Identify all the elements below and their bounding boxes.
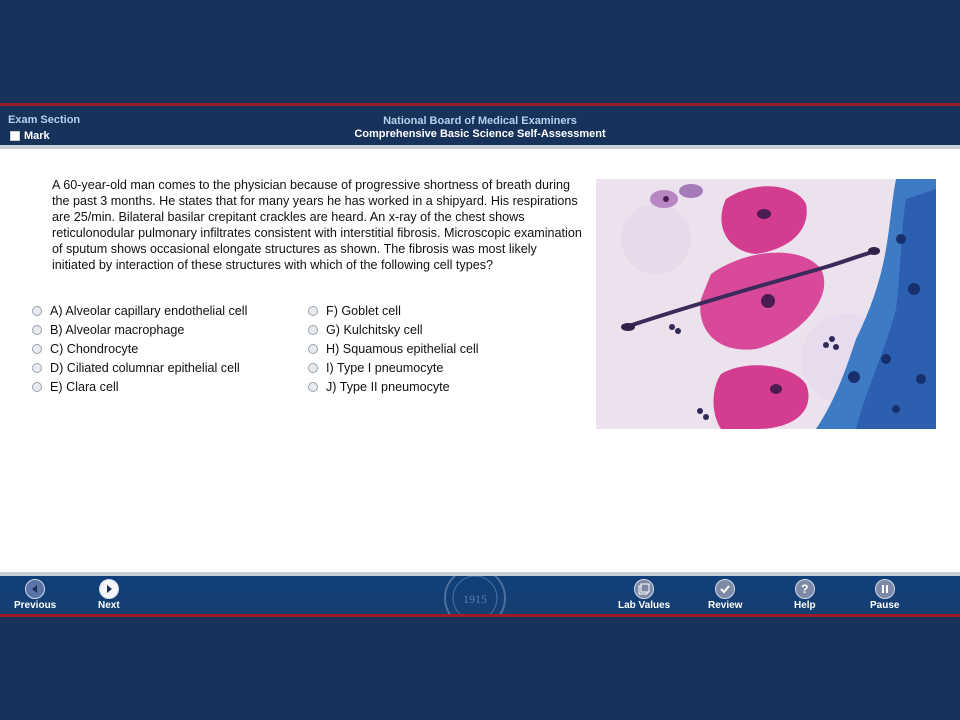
options-right: F) Goblet cell G) Kulchitsky cell H) Squ… — [308, 301, 479, 396]
answer-option-d[interactable]: D) Ciliated columnar epithelial cell — [32, 358, 247, 377]
answer-label: F) Goblet cell — [326, 303, 401, 318]
answer-option-e[interactable]: E) Clara cell — [32, 377, 247, 396]
lab-values-button[interactable]: Lab Values — [618, 579, 670, 611]
radio-button[interactable] — [308, 324, 318, 335]
review-label: Review — [708, 600, 743, 611]
micrograph-image — [596, 179, 936, 429]
answer-label: I) Type I pneumocyte — [326, 360, 444, 375]
answer-label: H) Squamous epithelial cell — [326, 341, 479, 356]
navigation-bar: 1915 Previous Next Lab Values Review ? H… — [0, 576, 960, 617]
mark-checkbox-box[interactable] — [10, 131, 20, 141]
radio-button[interactable] — [308, 362, 318, 373]
nbme-seal: 1915 — [444, 576, 506, 614]
exam-title-block: National Board of Medical Examiners Comp… — [0, 115, 960, 140]
radio-button[interactable] — [308, 305, 318, 316]
answer-option-a[interactable]: A) Alveolar capillary endothelial cell — [32, 301, 247, 320]
radio-button[interactable] — [308, 343, 318, 354]
pause-button[interactable]: Pause — [870, 579, 899, 611]
answer-label: D) Ciliated columnar epithelial cell — [50, 360, 240, 375]
help-icon[interactable]: ? — [794, 579, 815, 599]
answer-label: G) Kulchitsky cell — [326, 322, 423, 337]
previous-icon[interactable] — [25, 579, 46, 599]
mark-label: Mark — [24, 130, 50, 142]
answer-option-c[interactable]: C) Chondrocyte — [32, 339, 247, 358]
radio-button[interactable] — [32, 343, 42, 354]
sputum-micrograph — [596, 179, 936, 429]
radio-button[interactable] — [32, 362, 42, 373]
lab-values-label: Lab Values — [618, 600, 671, 611]
previous-button[interactable]: Previous — [14, 579, 56, 611]
question-panel: A 60-year-old man comes to the physician… — [0, 149, 960, 572]
lab-values-icon[interactable] — [634, 579, 655, 599]
previous-label: Previous — [14, 600, 57, 611]
answer-option-j[interactable]: J) Type II pneumocyte — [308, 377, 479, 396]
seal-year: 1915 — [463, 592, 487, 606]
footer-divider — [0, 572, 960, 576]
answer-label: B) Alveolar macrophage — [50, 322, 185, 337]
help-label: Help — [794, 600, 816, 611]
top-background — [0, 0, 960, 103]
options-left: A) Alveolar capillary endothelial cell B… — [32, 301, 247, 396]
next-icon[interactable] — [98, 579, 119, 599]
answer-option-f[interactable]: F) Goblet cell — [308, 301, 479, 320]
next-label: Next — [98, 600, 120, 611]
answer-option-h[interactable]: H) Squamous epithelial cell — [308, 339, 479, 358]
checkmark-icon[interactable] — [715, 579, 736, 599]
radio-button[interactable] — [32, 381, 42, 392]
pause-icon[interactable] — [874, 579, 895, 599]
help-button[interactable]: ? Help — [794, 579, 816, 611]
answer-label: C) Chondrocyte — [50, 341, 139, 356]
answer-option-g[interactable]: G) Kulchitsky cell — [308, 320, 479, 339]
answer-option-b[interactable]: B) Alveolar macrophage — [32, 320, 247, 339]
answer-label: A) Alveolar capillary endothelial cell — [50, 303, 248, 318]
radio-button[interactable] — [32, 305, 42, 316]
header-divider — [0, 145, 960, 149]
question-stem: A 60-year-old man comes to the physician… — [52, 178, 582, 272]
review-button[interactable]: Review — [708, 579, 742, 611]
exam-section-label: Exam Section — [8, 114, 81, 126]
mark-checkbox[interactable]: Mark — [10, 130, 50, 142]
answer-label: J) Type II pneumocyte — [326, 379, 450, 394]
exam-title: Comprehensive Basic Science Self-Assessm… — [354, 128, 606, 140]
radio-button[interactable] — [32, 324, 42, 335]
pause-label: Pause — [870, 600, 900, 611]
answer-option-i[interactable]: I) Type I pneumocyte — [308, 358, 479, 377]
answer-label: E) Clara cell — [50, 379, 119, 394]
next-button[interactable]: Next — [98, 579, 120, 611]
org-name: National Board of Medical Examiners — [383, 115, 577, 127]
exam-header: Exam Section Mark National Board of Medi… — [0, 103, 960, 145]
radio-button[interactable] — [308, 381, 318, 392]
